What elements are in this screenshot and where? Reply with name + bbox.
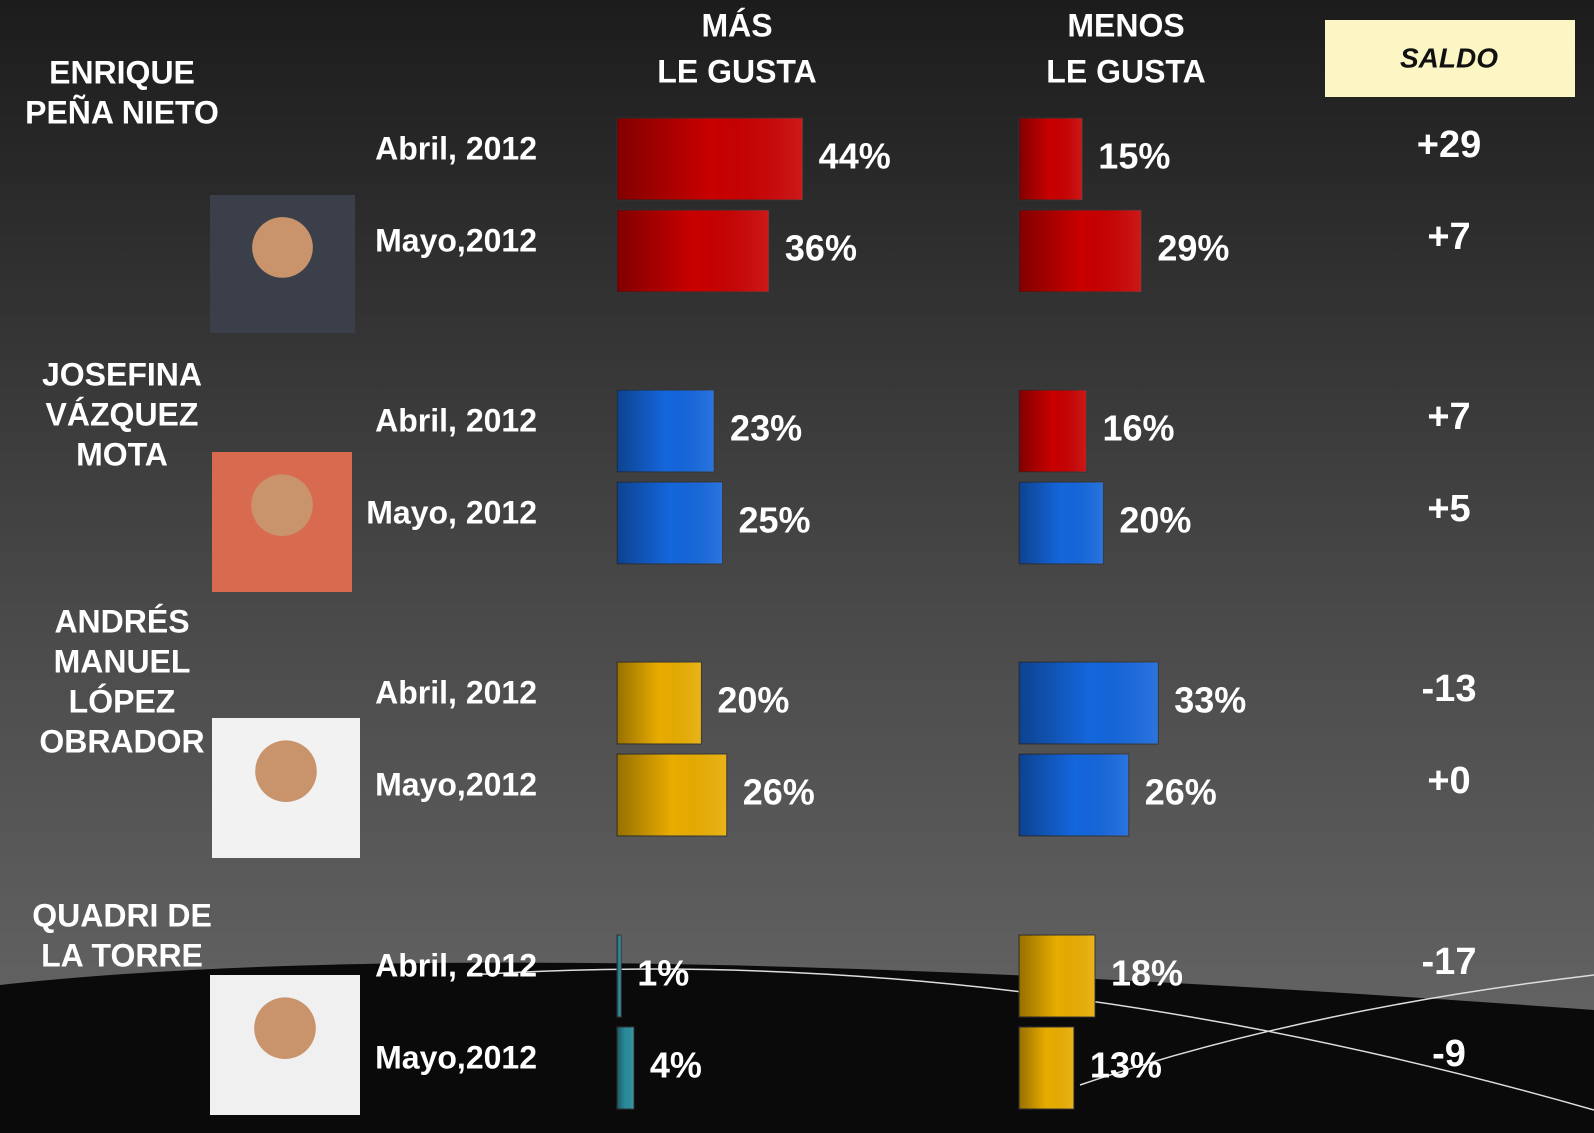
value-label: 36% xyxy=(785,228,857,269)
candidate-name: ENRIQUE xyxy=(49,54,195,90)
value-label: 29% xyxy=(1157,228,1229,269)
saldo-value: -17 xyxy=(1422,941,1477,983)
bar-shine xyxy=(1019,482,1103,564)
value-label: 15% xyxy=(1098,136,1170,177)
value-label: 20% xyxy=(1119,500,1191,541)
bar-shine xyxy=(1019,390,1087,472)
column-header: MÁS xyxy=(701,7,772,43)
column-header: LE GUSTA xyxy=(1046,53,1205,89)
bar-shine xyxy=(617,390,714,472)
bar-shine xyxy=(617,482,723,564)
candidate-name: LA TORRE xyxy=(41,937,203,973)
bar-shine xyxy=(1019,935,1095,1017)
bar-shine xyxy=(617,210,769,292)
candidate-name: QUADRI DE xyxy=(32,897,212,933)
saldo-value: +7 xyxy=(1427,396,1470,438)
saldo-value: -13 xyxy=(1422,668,1477,710)
bar-shine xyxy=(617,662,701,744)
candidate-name: MOTA xyxy=(76,436,168,472)
candidate-name: PEÑA NIETO xyxy=(25,94,219,130)
value-label: 26% xyxy=(1145,772,1217,813)
bar-shine xyxy=(1019,662,1158,744)
saldo-value: +0 xyxy=(1427,760,1470,802)
period-label: Mayo, 2012 xyxy=(366,494,537,530)
period-label: Abril, 2012 xyxy=(375,130,537,166)
period-label: Abril, 2012 xyxy=(375,947,537,983)
column-header: LE GUSTA xyxy=(657,53,816,89)
saldo-value: -9 xyxy=(1432,1033,1466,1075)
saldo-value: +29 xyxy=(1417,124,1481,166)
candidate-name: OBRADOR xyxy=(39,723,204,759)
value-label: 26% xyxy=(743,772,815,813)
bar-shine xyxy=(617,118,803,200)
bar-shine xyxy=(617,1027,634,1109)
period-label: Abril, 2012 xyxy=(375,402,537,438)
bar-shine xyxy=(1019,210,1141,292)
candidate-name: JOSEFINA xyxy=(42,356,202,392)
value-label: 44% xyxy=(819,136,891,177)
candidate-photo-face xyxy=(254,997,316,1059)
bar-shine xyxy=(1019,118,1082,200)
value-label: 13% xyxy=(1090,1045,1162,1086)
value-label: 25% xyxy=(739,500,811,541)
bar-shine xyxy=(617,935,621,1017)
saldo-header: SALDO xyxy=(1400,42,1498,73)
candidate-name: VÁZQUEZ xyxy=(46,396,199,432)
candidate-photo-face xyxy=(252,217,313,278)
period-label: Mayo,2012 xyxy=(375,766,537,802)
value-label: 16% xyxy=(1103,408,1175,449)
period-label: Abril, 2012 xyxy=(375,674,537,710)
candidate-name: LÓPEZ xyxy=(69,683,176,719)
chart: SALDO MÁS LE GUSTA MENOS LE GUSTA ENRIQU… xyxy=(0,0,1594,1133)
value-label: 33% xyxy=(1174,680,1246,721)
saldo-value: +7 xyxy=(1427,216,1470,258)
saldo-value: +5 xyxy=(1427,488,1470,530)
candidate-name: ANDRÉS xyxy=(54,603,189,639)
column-header: MENOS xyxy=(1067,7,1184,43)
value-label: 18% xyxy=(1111,953,1183,994)
bar-shine xyxy=(617,754,727,836)
period-label: Mayo,2012 xyxy=(375,1039,537,1075)
bar-shine xyxy=(1019,754,1129,836)
bar-shine xyxy=(1019,1027,1074,1109)
value-label: 1% xyxy=(637,953,689,994)
candidate-photo-face xyxy=(251,474,313,536)
candidate-photo-face xyxy=(255,740,317,802)
value-label: 4% xyxy=(650,1045,702,1086)
period-label: Mayo,2012 xyxy=(375,222,537,258)
candidate-name: MANUEL xyxy=(54,643,191,679)
value-label: 23% xyxy=(730,408,802,449)
value-label: 20% xyxy=(717,680,789,721)
